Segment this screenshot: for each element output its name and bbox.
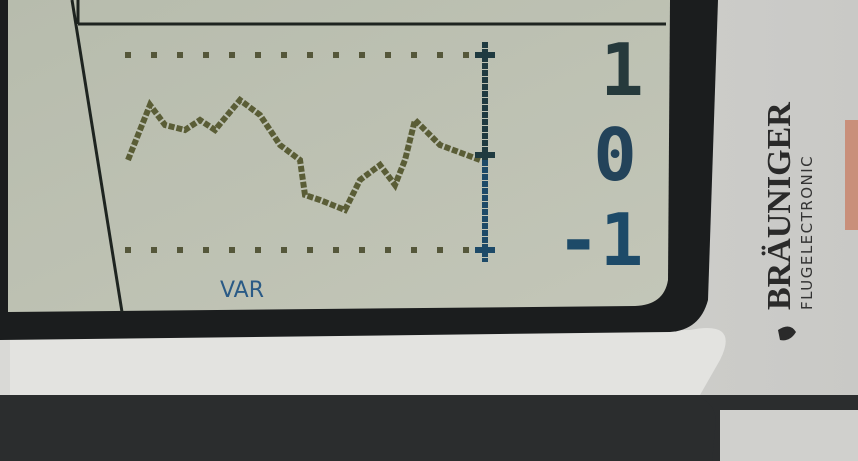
- bezel-foot: [720, 410, 858, 461]
- scale-label: 0: [593, 113, 636, 197]
- finger: [845, 120, 858, 230]
- brand-name: BRÄUNIGER: [761, 102, 798, 310]
- mode-label: VAR: [220, 278, 264, 303]
- device-photo: 1 0 -1 VAR BRÄUNIGER FLUGELECTRONIC: [0, 0, 858, 461]
- lower-edge: [0, 395, 716, 461]
- scale-label: -1: [557, 198, 644, 282]
- brand-subtitle: FLUGELECTRONIC: [798, 155, 816, 310]
- scale-label: 1: [600, 28, 643, 112]
